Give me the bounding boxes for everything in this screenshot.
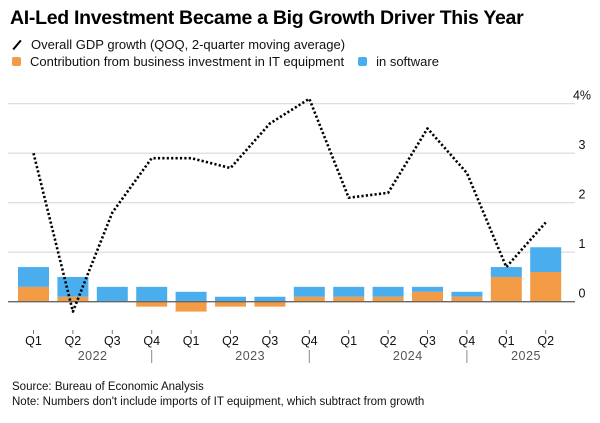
x-tick-label: Q2 bbox=[222, 334, 239, 348]
bar-software bbox=[490, 267, 522, 277]
x-tick-label: Q2 bbox=[380, 334, 397, 348]
y-tick-label: 4% bbox=[573, 89, 591, 103]
bar-software bbox=[530, 247, 562, 272]
bar-software bbox=[18, 267, 49, 287]
software-swatch-icon bbox=[358, 57, 368, 66]
footnote: Note: Numbers don't include imports of I… bbox=[12, 396, 425, 408]
x-tick-label: Q4 bbox=[459, 334, 476, 348]
year-label: 2022 bbox=[78, 349, 108, 363]
y-tick-label: 3 bbox=[579, 138, 586, 152]
year-label: 2024 bbox=[393, 349, 423, 363]
x-tick-label: Q2 bbox=[537, 334, 554, 348]
equipment-swatch-icon bbox=[12, 57, 21, 66]
bar-equipment bbox=[490, 276, 522, 302]
y-tick-label: 1 bbox=[579, 237, 586, 251]
bar-equipment bbox=[136, 301, 168, 307]
dotted-line-legend-icon bbox=[12, 40, 22, 50]
legend-label-gdp: Overall GDP growth (QOQ, 2-quarter movin… bbox=[31, 37, 346, 52]
bar-equipment bbox=[215, 301, 246, 307]
gdp-growth-line bbox=[32, 97, 547, 313]
bar-software bbox=[254, 296, 286, 302]
bar-software bbox=[96, 286, 128, 302]
legend-label-software: in software bbox=[376, 54, 439, 69]
x-tick-label: Q1 bbox=[183, 334, 200, 348]
x-tick-label: Q3 bbox=[104, 334, 121, 348]
bar-equipment bbox=[412, 291, 443, 302]
bar-software bbox=[412, 286, 443, 292]
bar-equipment bbox=[333, 296, 365, 302]
x-tick-label: Q1 bbox=[340, 334, 357, 348]
y-tick-label: 2 bbox=[579, 188, 586, 202]
source-note: Source: Bureau of Economic Analysis bbox=[12, 381, 204, 393]
chart-title: AI-Led Investment Became a Big Growth Dr… bbox=[10, 7, 524, 29]
x-tick-label: Q4 bbox=[301, 334, 318, 348]
bar-equipment bbox=[254, 301, 286, 307]
bar-equipment bbox=[293, 296, 325, 302]
bar-equipment bbox=[372, 296, 404, 302]
bar-equipment bbox=[18, 286, 49, 302]
bar-software bbox=[333, 286, 365, 297]
legend-row-bars: Contribution from business investment in… bbox=[12, 54, 439, 69]
bar-equipment bbox=[57, 296, 89, 302]
legend-item-gdp: Overall GDP growth (QOQ, 2-quarter movin… bbox=[12, 37, 345, 52]
bar-software bbox=[372, 286, 404, 297]
bar-equipment bbox=[530, 272, 562, 302]
x-tick-label: Q1 bbox=[498, 334, 515, 348]
bar-equipment bbox=[451, 296, 483, 302]
legend-label-equipment: Contribution from business investment in… bbox=[30, 54, 345, 69]
bar-software bbox=[451, 291, 483, 297]
bar-software bbox=[215, 296, 246, 302]
bar-software bbox=[175, 291, 207, 302]
x-tick-label: Q4 bbox=[143, 334, 160, 348]
year-label: 2025 bbox=[511, 349, 541, 363]
x-tick-label: Q2 bbox=[65, 334, 82, 348]
x-tick-label: Q1 bbox=[25, 334, 42, 348]
bar-software bbox=[293, 286, 325, 297]
x-tick-label: Q3 bbox=[262, 334, 279, 348]
x-tick-label: Q3 bbox=[419, 334, 436, 348]
bar-equipment bbox=[175, 301, 207, 312]
year-label: 2023 bbox=[235, 349, 265, 363]
bar-software bbox=[136, 286, 168, 302]
y-tick-label: 0 bbox=[579, 287, 586, 301]
